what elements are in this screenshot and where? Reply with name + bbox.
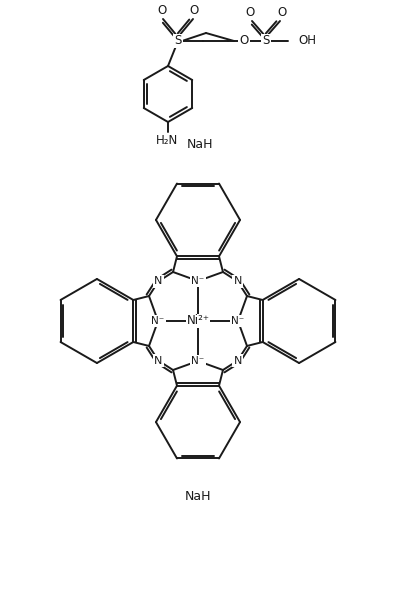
Text: N⁻: N⁻ xyxy=(191,356,204,366)
Text: N: N xyxy=(233,276,242,286)
Text: OH: OH xyxy=(298,35,316,47)
Text: O: O xyxy=(245,7,254,20)
Text: Ni²⁺: Ni²⁺ xyxy=(187,314,210,328)
Text: O: O xyxy=(189,5,198,17)
Text: S: S xyxy=(174,35,182,47)
Text: NaH: NaH xyxy=(187,138,213,150)
Text: N⁻: N⁻ xyxy=(191,276,204,286)
Text: S: S xyxy=(262,35,270,47)
Text: N⁻: N⁻ xyxy=(151,316,165,326)
Text: O: O xyxy=(239,35,249,47)
Text: N: N xyxy=(154,276,163,286)
Text: NaH: NaH xyxy=(185,489,211,503)
Text: H₂N: H₂N xyxy=(156,134,178,147)
Text: O: O xyxy=(278,7,287,20)
Text: N: N xyxy=(233,356,242,365)
Text: N⁻: N⁻ xyxy=(231,316,245,326)
Text: N: N xyxy=(154,356,163,365)
Text: O: O xyxy=(157,5,167,17)
